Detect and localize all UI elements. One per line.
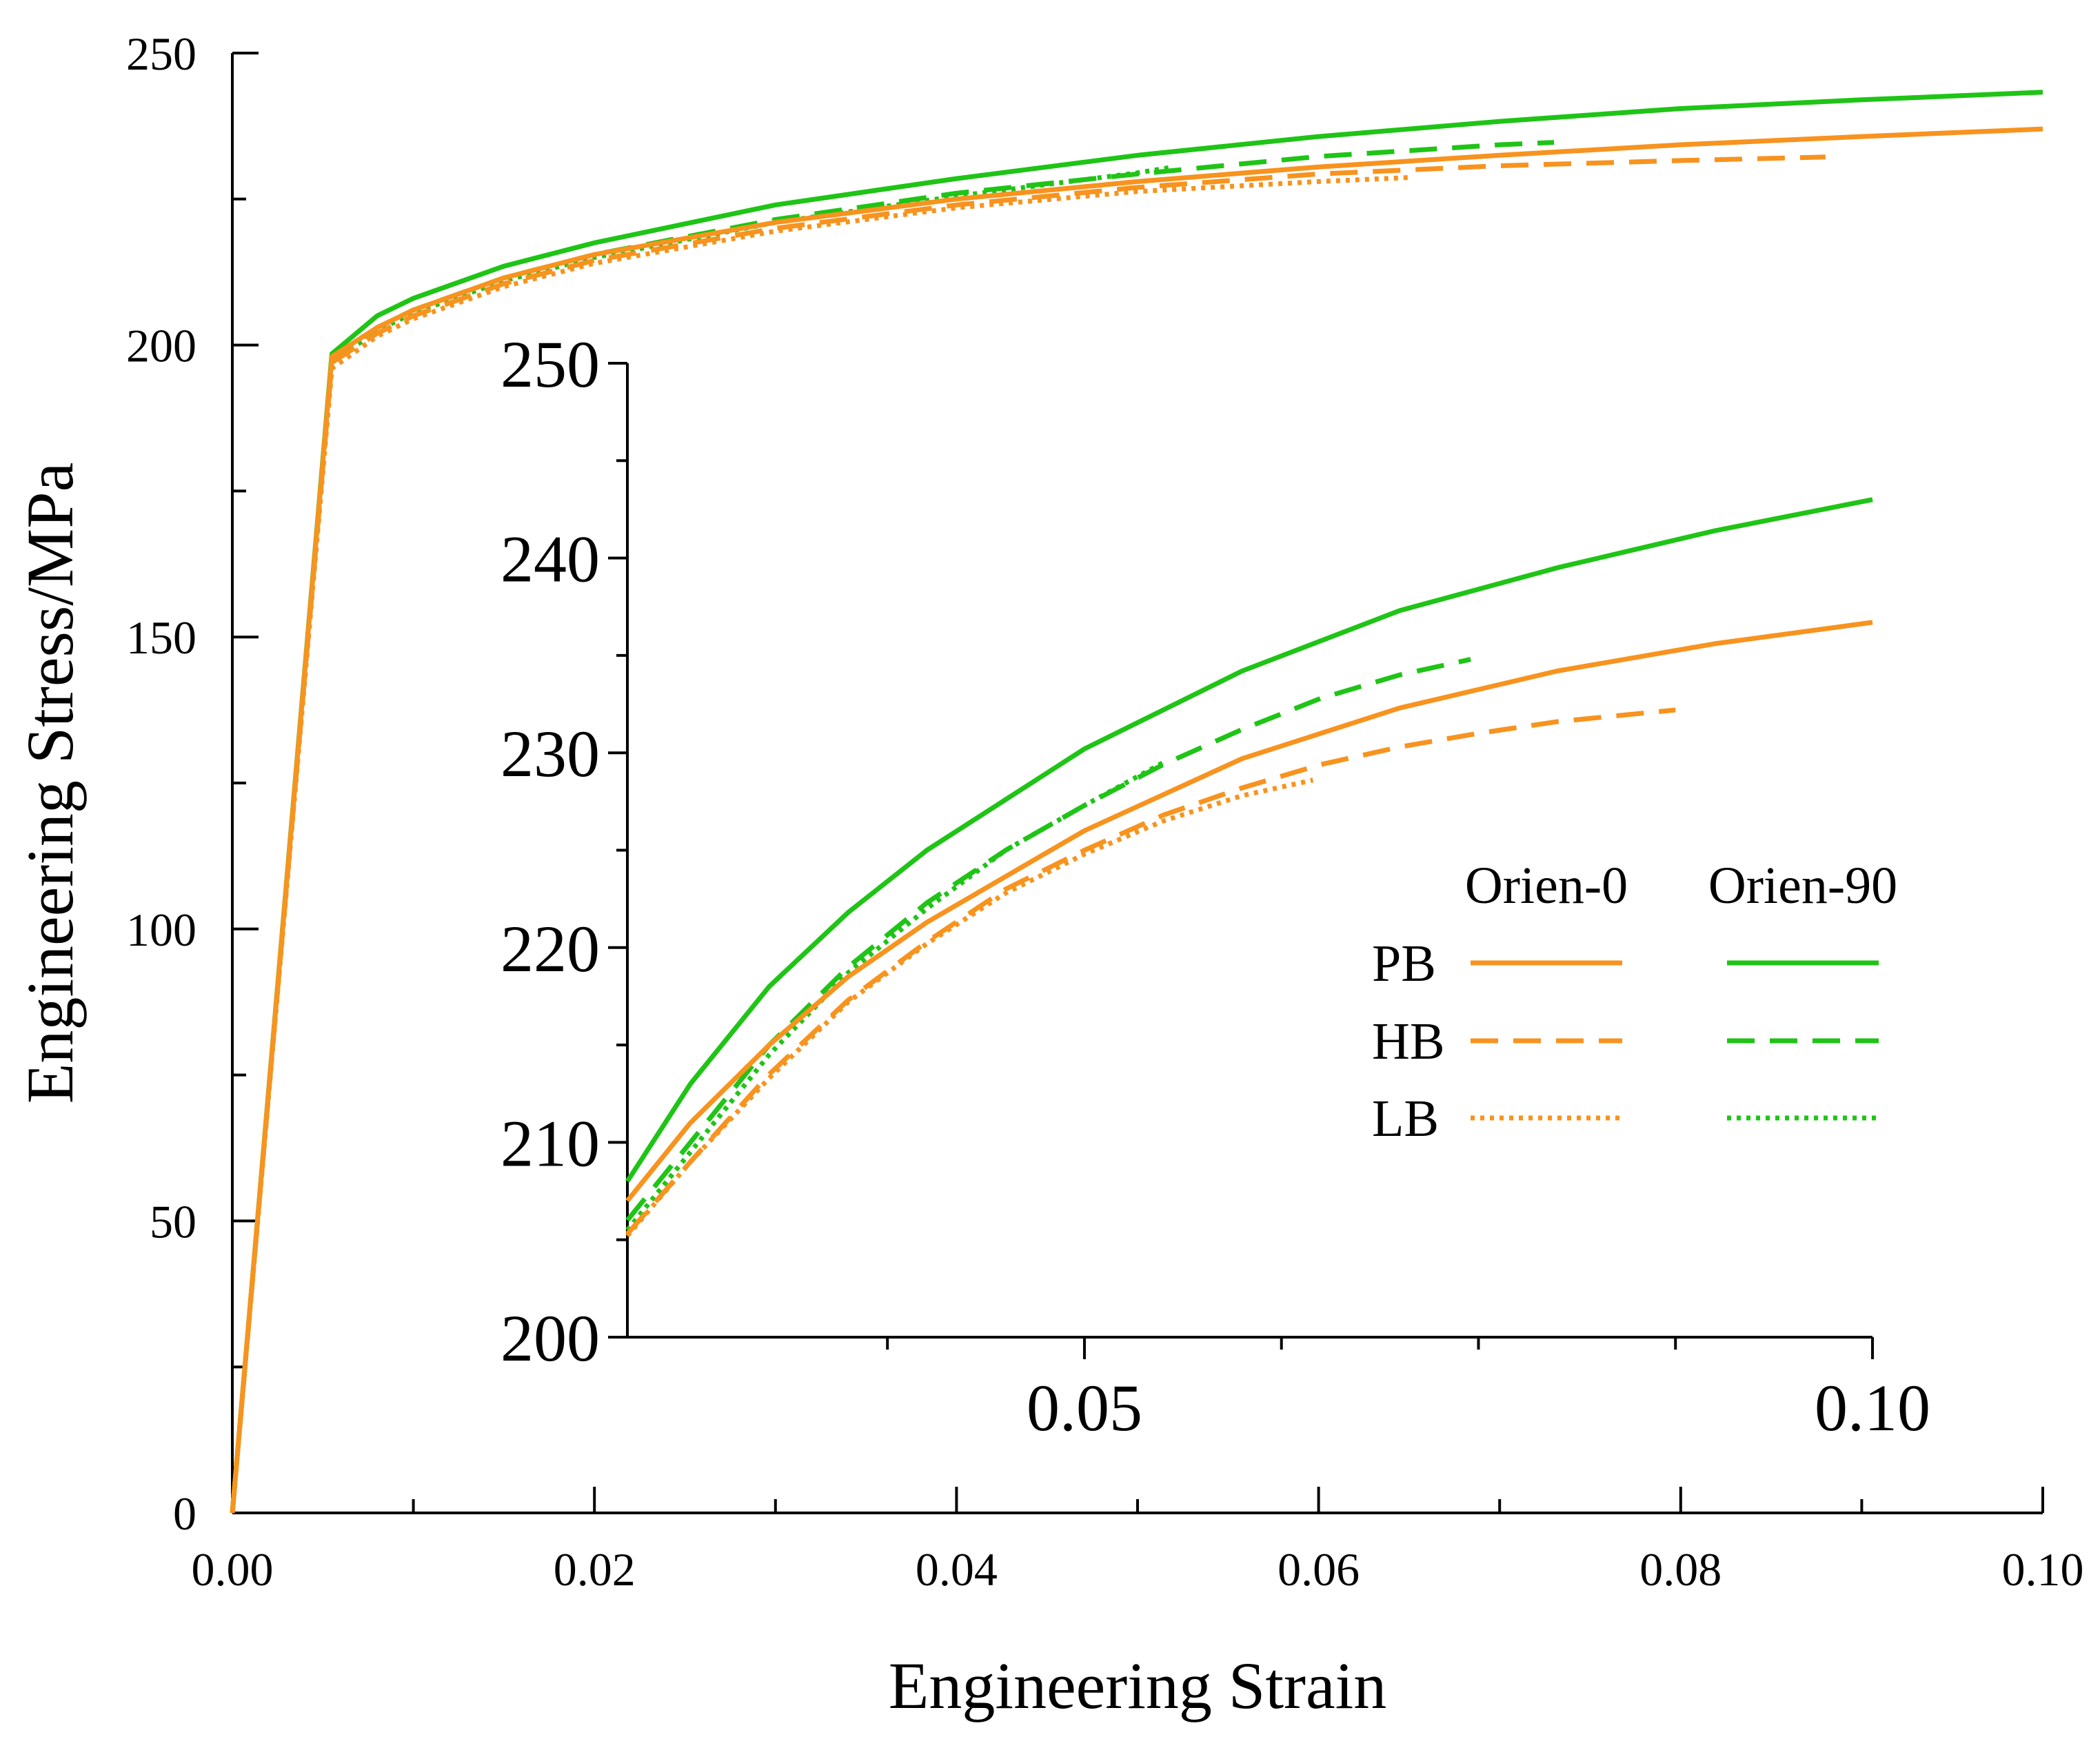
inset-series-pb0 [625,620,1873,1203]
inset-y-tick-label: 200 [501,1301,600,1375]
inset-plot: 0.05 0.10 200 210 220 230 240 250 [501,327,1930,1445]
inset-x-tick-label: 0.10 [1815,1371,1930,1445]
main-y-tick-label: 150 [126,611,196,664]
main-series-lb90 [230,164,1175,1514]
inset-y-tick-label: 240 [501,522,600,596]
main-y-tick-label: 100 [126,904,196,956]
inset-y-tick-label: 220 [501,912,600,986]
main-x-tick-label: 0.08 [1639,1543,1722,1596]
legend-row-label: PB [1372,935,1436,993]
main-x-tick-label: 0.10 [2002,1543,2084,1596]
inset-series-hb90 [625,657,1471,1222]
inset-y-tick-label: 250 [501,327,600,401]
legend-row-label: LB [1372,1090,1439,1148]
main-y-tick-label: 0 [173,1487,196,1540]
inset-series-hb0 [625,707,1676,1236]
main-x-tick-label: 0.00 [192,1543,274,1596]
main-series-hb90 [230,140,1555,1514]
main-y-tick-label: 250 [126,28,196,80]
main-x-axis-title: Engineering Strain [889,1649,1386,1722]
legend-column-header: Orien-90 [1708,857,1897,915]
legend-column-header: Orien-0 [1465,857,1628,915]
main-series-hb0 [230,154,1826,1514]
inset-y-tick-label: 230 [501,717,600,791]
main-x-tick-label: 0.04 [916,1543,998,1596]
main-series-lb0 [230,175,1410,1514]
main-series-pb0 [230,126,2043,1514]
main-y-axis-title: Engineering Stress/MPa [13,462,87,1104]
main-series-pb90 [230,90,2043,1514]
inset-series-lb0 [625,777,1314,1238]
main-y-tick-label: 50 [150,1195,196,1248]
legend: Orien-0 Orien-90 PB HB LB [1372,857,1897,1148]
main-plot: 0.00 0.02 0.04 0.06 0.08 0.10 0 50 100 150 200 250 E… [13,28,2084,1722]
legend-row-label: HB [1372,1013,1445,1070]
inset-x-tick-label: 0.05 [1027,1371,1142,1445]
main-x-tick-label: 0.02 [554,1543,636,1596]
inset-series-pb90 [625,497,1873,1183]
inset-y-tick-label: 210 [501,1106,600,1180]
inset-series-lb90 [625,760,1164,1232]
main-x-tick-label: 0.06 [1278,1543,1360,1596]
main-y-tick-label: 200 [126,320,196,372]
